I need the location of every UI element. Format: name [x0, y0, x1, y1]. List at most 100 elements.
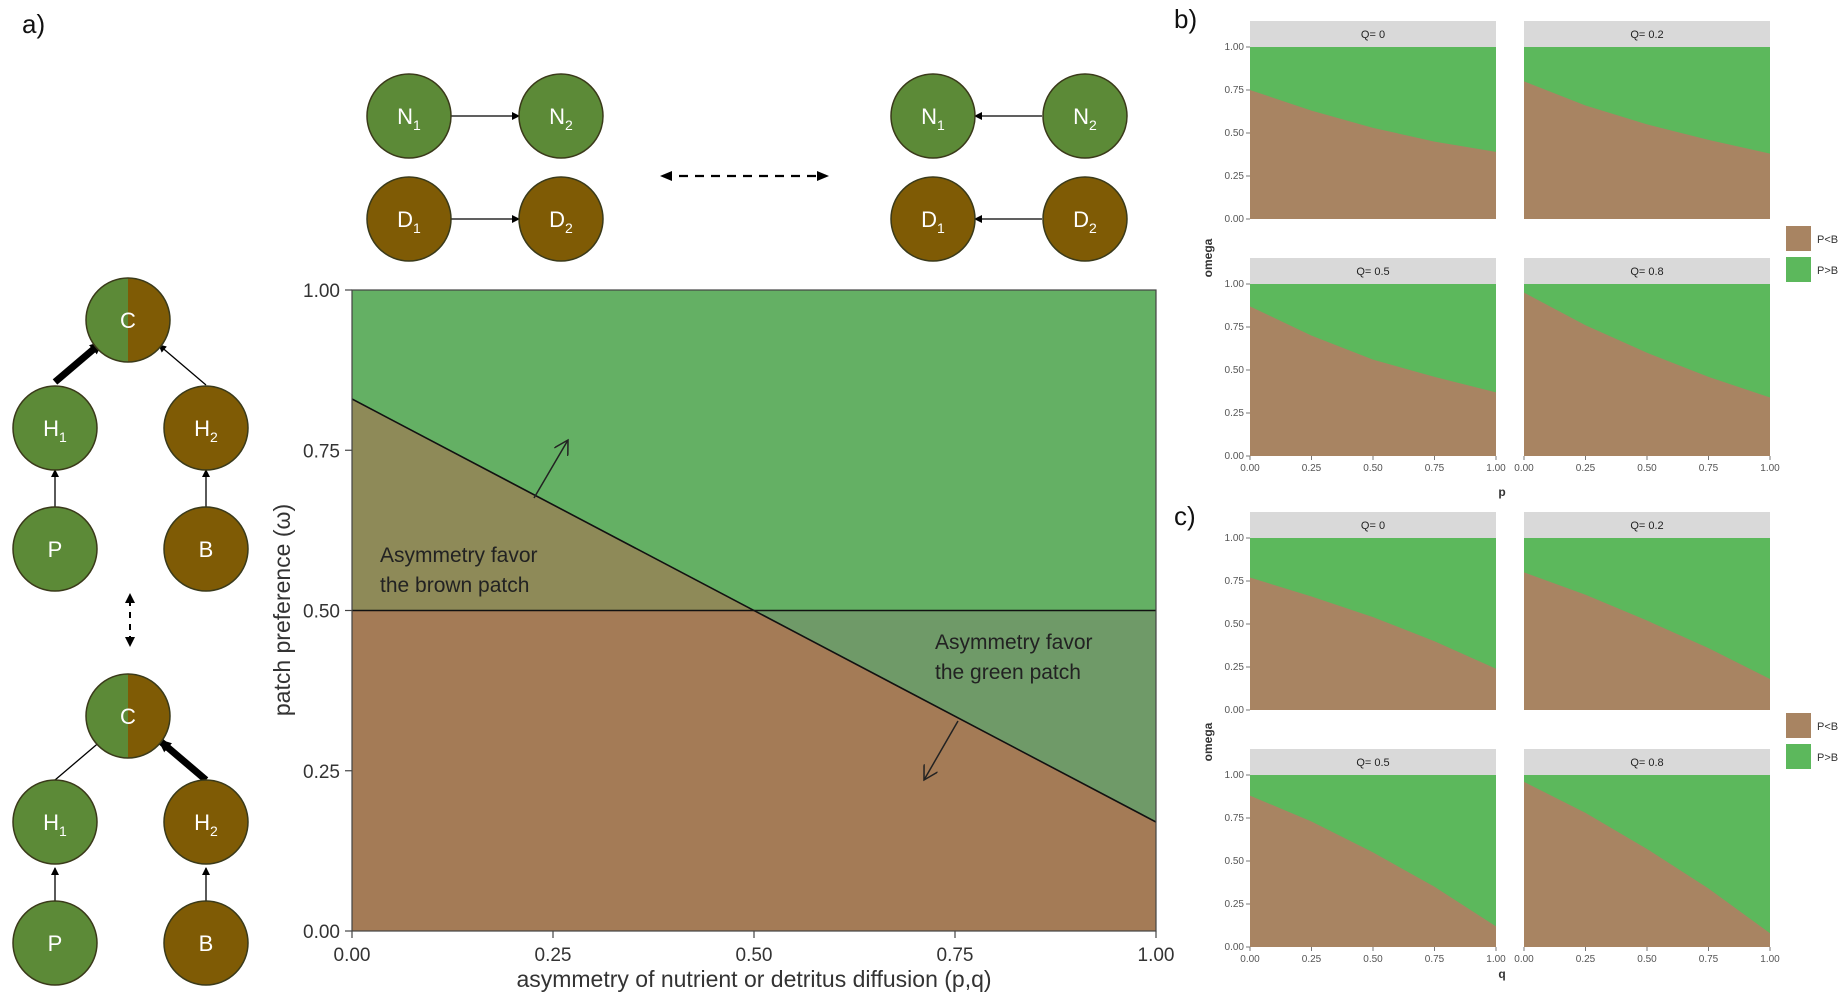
x-tick-label: 0.25: [535, 945, 572, 966]
facet-strip: [1250, 512, 1496, 538]
x-tick-label: 0.00: [1514, 463, 1534, 474]
svg-text:N1: N1: [921, 104, 945, 133]
facet-strip-label: Q= 0.8: [1630, 757, 1663, 769]
node-d1: D1: [890, 176, 976, 262]
node-b: B: [163, 506, 249, 592]
svg-text:N1: N1: [397, 104, 421, 133]
node-h2: H2: [163, 779, 249, 865]
y-axis-ticks: 0.00 0.25 0.50 0.75 1.00: [303, 281, 352, 943]
y-tick-label: 0.50: [1225, 365, 1245, 376]
facet-strip: [1250, 749, 1496, 775]
panel-c-facets: omega q P<B P>B Q= 0 0.00 0.25 0.50 0.75 1.00…: [1201, 512, 1838, 981]
node-n2: N2: [518, 73, 604, 159]
facet-strip-label: Q= 0.2: [1630, 520, 1663, 532]
x-tick-label: 0.75: [937, 945, 974, 966]
y-tick-label: 0.50: [303, 602, 340, 623]
y-tick-label: 0.25: [1225, 171, 1245, 182]
y-tick-label: 0.25: [303, 762, 340, 783]
y-axis-label-c: omega: [1201, 722, 1215, 761]
y-tick-label: 0.25: [1225, 408, 1245, 419]
y-axis-label-b: omega: [1201, 238, 1215, 277]
annotation-green: Asymmetry favor the green patch: [935, 631, 1098, 684]
svg-text:D2: D2: [549, 207, 573, 236]
x-axis-label-b: p: [1498, 485, 1505, 499]
facet-1: Q= 0 0.00 0.25 0.50 0.75 1.00: [1225, 21, 1496, 225]
region-p-less-b: [1250, 795, 1496, 947]
diffusion-diagram-left: N1 N2 D1 D2: [366, 73, 604, 262]
y-tick-label: 0.00: [1225, 942, 1245, 953]
node-n1: N1: [366, 73, 452, 159]
y-tick-label: 1.00: [1225, 770, 1245, 781]
svg-text:P>B: P>B: [1817, 752, 1838, 764]
svg-text:H2: H2: [194, 416, 218, 445]
x-tick-label: 0.50: [1637, 954, 1657, 965]
x-tick-label: 0.00: [1240, 463, 1260, 474]
y-tick-label: 0.25: [1225, 662, 1245, 673]
region-p-less-b: [1250, 90, 1496, 219]
x-axis-label-c: q: [1498, 967, 1505, 981]
svg-text:P: P: [48, 931, 63, 956]
facet-strip: [1524, 749, 1770, 775]
y-tick-label: 0.50: [1225, 128, 1245, 139]
arrow-down: [924, 720, 959, 780]
facet-strip: [1524, 21, 1770, 47]
x-tick-label: 0.25: [1302, 954, 1322, 965]
y-tick-label: 0.50: [1225, 856, 1245, 867]
x-axis-ticks: 0.00 0.25 0.50 0.75 1.00: [334, 931, 1174, 966]
x-tick-label: 1.00: [1760, 463, 1780, 474]
node-h2: H2: [163, 385, 249, 471]
double-arrow-horizontal: [660, 171, 829, 181]
x-tick-label: 0.25: [1302, 463, 1322, 474]
x-tick-label: 1.00: [1486, 463, 1506, 474]
y-tick-label: 0.00: [1225, 214, 1245, 225]
y-tick-label: 0.75: [1225, 322, 1245, 333]
x-tick-label: 0.75: [1425, 463, 1445, 474]
x-tick-label: 0.50: [1637, 463, 1657, 474]
x-tick-label: 0.25: [1576, 954, 1596, 965]
node-h1: H1: [12, 779, 98, 865]
node-n2: N2: [1042, 73, 1128, 159]
y-tick-label: 1.00: [1225, 279, 1245, 290]
facet-strip-label: Q= 0.8: [1630, 266, 1663, 278]
y-tick-label: 0.50: [1225, 619, 1245, 630]
region-p-less-b: [1250, 306, 1496, 456]
x-tick-label: 0.75: [1699, 954, 1719, 965]
annotation-brown: Asymmetry favor the brown patch: [380, 544, 543, 597]
facet-3: Q= 0.5 0.00 0.25 0.50 0.75 1.00 0.00 0.25 0.50 0.…: [1225, 749, 1506, 965]
y-tick-label: 0.75: [1225, 813, 1245, 824]
y-tick-label: 1.00: [1225, 42, 1245, 53]
node-h1: H1: [12, 385, 98, 471]
facet-strip: [1524, 258, 1770, 284]
facet-1: Q= 0 0.00 0.25 0.50 0.75 1.00: [1225, 512, 1496, 716]
y-tick-label: 0.00: [1225, 451, 1245, 462]
svg-text:D1: D1: [397, 207, 421, 236]
region-p-less-b: [1524, 572, 1770, 710]
svg-text:C: C: [120, 704, 136, 729]
y-tick-label: 0.75: [303, 441, 340, 462]
x-tick-label: 0.50: [1363, 463, 1383, 474]
facet-strip-label: Q= 0.5: [1356, 266, 1389, 278]
x-tick-label: 0.25: [1576, 463, 1596, 474]
svg-text:P>B: P>B: [1817, 265, 1838, 277]
region-p-less-b: [1524, 81, 1770, 220]
y-axis-label: patch preference (ω): [269, 504, 295, 716]
region-p-less-b: [1524, 781, 1770, 947]
x-tick-label: 1.00: [1486, 954, 1506, 965]
region-p-less-b: [1524, 292, 1770, 456]
node-c: C: [85, 277, 171, 363]
double-arrow-vertical: [125, 593, 135, 647]
facet-4: Q= 0.8 0.00 0.25 0.50 0.75 1.00: [1514, 749, 1780, 965]
panel-b-facets: omega p P<B P>B Q= 0 0.00 0.25 0.50 0.75 1.00…: [1201, 21, 1838, 499]
svg-text:D1: D1: [921, 207, 945, 236]
svg-text:P<B: P<B: [1817, 721, 1838, 733]
facet-strip-label: Q= 0.5: [1356, 757, 1389, 769]
svg-text:B: B: [199, 931, 214, 956]
node-p: P: [12, 506, 98, 592]
panel-label-a: a): [22, 9, 45, 39]
x-axis-label: asymmetry of nutrient or detritus diffus…: [516, 966, 991, 992]
facet-strip: [1250, 21, 1496, 47]
y-tick-label: 0.25: [1225, 899, 1245, 910]
facet-strip: [1250, 258, 1496, 284]
svg-text:P: P: [48, 537, 63, 562]
svg-text:H2: H2: [194, 810, 218, 839]
